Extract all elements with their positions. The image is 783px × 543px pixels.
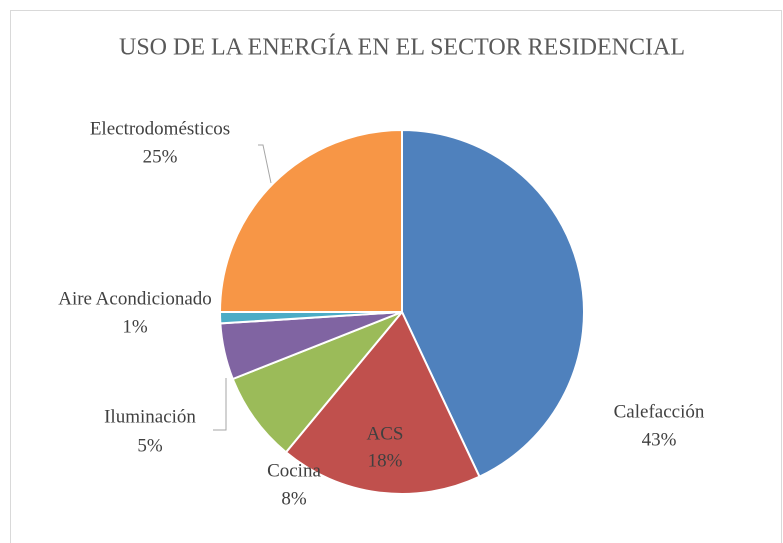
- slice-label: Iluminación: [104, 406, 196, 427]
- pie-slice: [284, 310, 481, 495]
- slice-label: ACS: [367, 423, 404, 444]
- slice-value-label: 18%: [368, 450, 403, 471]
- slice-value-label: 1%: [122, 316, 148, 337]
- slice-label: Calefacción: [614, 401, 705, 422]
- slice-value-label: 25%: [143, 146, 178, 167]
- slice-value-label: 43%: [642, 429, 677, 450]
- pie-slice: [218, 128, 403, 313]
- slice-label: Cocina: [267, 460, 321, 481]
- leader-line: [258, 144, 272, 184]
- pie: [218, 128, 585, 495]
- slice-value-label: 8%: [281, 488, 307, 509]
- pie-slice: [231, 311, 403, 454]
- chart-title: USO DE LA ENERGÍA EN EL SECTOR RESIDENCI…: [119, 35, 685, 61]
- pie-slice: [401, 128, 585, 479]
- slice-label: Electrodomésticos: [90, 118, 230, 139]
- slice-value-label: 5%: [137, 435, 163, 456]
- leader-line: [213, 378, 227, 431]
- slice-label: Aire Acondicionado: [58, 288, 212, 309]
